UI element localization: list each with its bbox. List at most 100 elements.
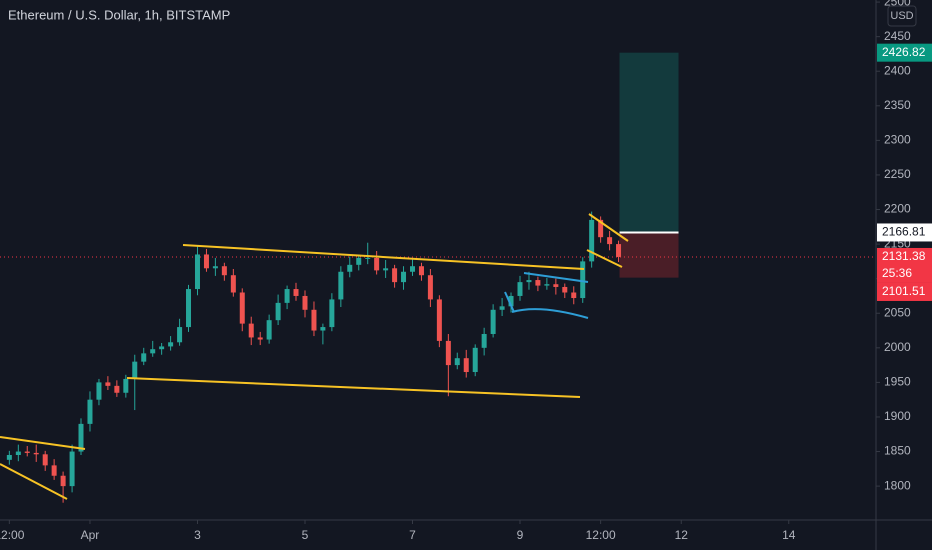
x-tick-label: 12:00: [586, 528, 616, 542]
currency-box[interactable]: [887, 5, 917, 27]
trend-line: [588, 213, 629, 242]
candle-body: [203, 254, 209, 269]
y-tick-label: 2200: [884, 202, 911, 216]
candle-body: [553, 284, 559, 287]
position-tool: [0, 52, 876, 278]
candle-body: [248, 323, 254, 338]
candle-body: [454, 358, 460, 366]
candle-body: [392, 268, 398, 283]
candle-body: [42, 454, 48, 466]
x-tick-label: 12: [675, 528, 689, 542]
candle-body: [338, 271, 344, 300]
candle-body: [481, 333, 487, 348]
candle-body: [275, 302, 281, 321]
candle-body: [168, 342, 174, 347]
candle-body: [589, 219, 595, 262]
time-axis: [0, 520, 932, 550]
y-tick-label: 2300: [884, 133, 911, 147]
candle-body: [132, 361, 138, 379]
trend-line: [511, 308, 589, 319]
y-tick-label: 1850: [884, 444, 911, 458]
candle-body: [186, 289, 192, 328]
candle-body: [598, 219, 604, 238]
candle-body: [418, 266, 424, 276]
candle-body: [427, 275, 433, 300]
y-tick-label: 1900: [884, 409, 911, 423]
x-tick-label: 5: [302, 528, 309, 542]
loss-zone: [619, 232, 679, 278]
candle-body: [490, 309, 496, 334]
trend-line: [182, 244, 585, 270]
candle-body: [374, 257, 380, 271]
candle-body: [51, 465, 57, 476]
candle-body: [177, 327, 183, 343]
x-tick-label: 3: [194, 528, 201, 542]
candle-body: [436, 299, 442, 341]
y-tick-label: 2000: [884, 340, 911, 354]
candle-body: [302, 295, 308, 310]
candle-body: [105, 382, 111, 386]
candle-body: [159, 346, 165, 350]
y-tick-label: 2350: [884, 98, 911, 112]
candle-body: [347, 264, 353, 272]
candle-body: [311, 309, 317, 331]
candle-body: [329, 299, 335, 328]
candle-body: [616, 244, 622, 257]
candle-body: [24, 451, 30, 453]
candle-body: [517, 282, 523, 296]
candle-body: [320, 327, 326, 331]
entry-label: 2166.81: [882, 225, 926, 239]
y-tick-label: 2450: [884, 29, 911, 43]
candle-body: [409, 266, 415, 272]
candle-body: [266, 320, 272, 340]
profit-zone: [619, 52, 679, 233]
candle-body: [365, 257, 371, 259]
candle-body: [96, 382, 102, 400]
chart-title: Ethereum / U.S. Dollar, 1h, BITSTAMP: [8, 7, 230, 22]
x-tick-label: 12:00: [0, 528, 25, 542]
stop-label: 2101.51: [882, 284, 926, 298]
target-label: 2426.82: [882, 45, 926, 59]
candle-body: [571, 292, 577, 299]
candle-body: [526, 280, 532, 283]
candle-body: [257, 337, 263, 340]
drawings: [0, 213, 629, 500]
candle-body: [472, 347, 478, 373]
y-tick-label: 2050: [884, 305, 911, 319]
candle-body: [212, 266, 218, 269]
trend-line: [126, 377, 581, 398]
candle-body: [69, 451, 75, 487]
candle-body: [141, 353, 147, 362]
candle-body: [383, 268, 389, 271]
y-tick-label: 1800: [884, 478, 911, 492]
x-tick-label: 7: [409, 528, 416, 542]
currency[interactable]: USD: [890, 10, 913, 22]
trend-line: [0, 436, 86, 450]
candle-body: [463, 358, 469, 373]
y-tick-label: 2500: [884, 0, 911, 8]
candle-body: [6, 455, 12, 460]
candle-body: [293, 289, 299, 296]
candle-body: [284, 289, 290, 303]
candle-body: [78, 423, 84, 452]
entry-label-box: [877, 223, 932, 242]
candle-body: [607, 237, 613, 245]
candle-body: [60, 475, 66, 487]
trend-line: [586, 249, 623, 268]
target-label-box: [877, 43, 932, 62]
candle-body: [499, 306, 505, 310]
candle-body: [114, 385, 120, 393]
candle-body: [123, 378, 129, 393]
trend-line: [0, 463, 68, 500]
candle-body: [356, 257, 362, 265]
candle-body: [544, 284, 550, 286]
candle-body: [194, 254, 200, 290]
candle-body: [87, 399, 93, 424]
candle-body: [508, 295, 514, 307]
candle-body: [535, 280, 541, 286]
y-tick-label: 2250: [884, 167, 911, 181]
candle-body: [15, 451, 21, 455]
